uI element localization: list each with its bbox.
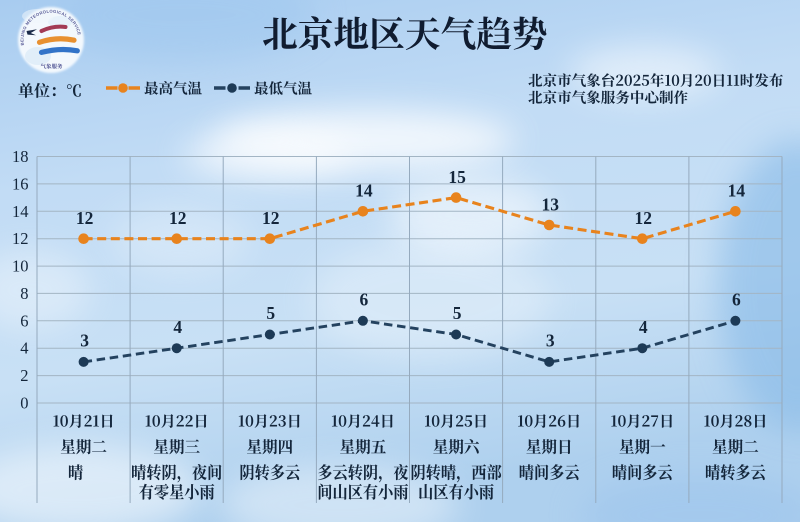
svg-text:4: 4 [639, 317, 648, 337]
svg-text:18: 18 [12, 147, 29, 166]
svg-text:15: 15 [448, 167, 466, 187]
svg-text:12: 12 [635, 208, 653, 228]
svg-text:12: 12 [76, 208, 94, 228]
svg-text:5: 5 [266, 303, 275, 323]
svg-text:12: 12 [262, 208, 280, 228]
svg-text:14: 14 [355, 181, 373, 201]
svg-text:6: 6 [20, 311, 28, 330]
svg-text:16: 16 [12, 174, 29, 193]
svg-text:14: 14 [12, 202, 29, 221]
svg-text:0: 0 [20, 394, 28, 413]
svg-text:4: 4 [173, 317, 182, 337]
svg-text:12: 12 [12, 229, 29, 248]
svg-text:4: 4 [20, 339, 28, 358]
svg-text:5: 5 [453, 303, 462, 323]
svg-text:14: 14 [728, 181, 746, 201]
svg-text:6: 6 [360, 290, 369, 310]
svg-text:6: 6 [732, 290, 741, 310]
svg-text:10: 10 [12, 257, 29, 276]
svg-text:8: 8 [20, 284, 28, 303]
svg-text:3: 3 [546, 331, 555, 351]
svg-text:3: 3 [80, 331, 89, 351]
svg-text:2: 2 [20, 366, 28, 385]
svg-text:13: 13 [541, 194, 559, 214]
svg-text:12: 12 [169, 208, 187, 228]
